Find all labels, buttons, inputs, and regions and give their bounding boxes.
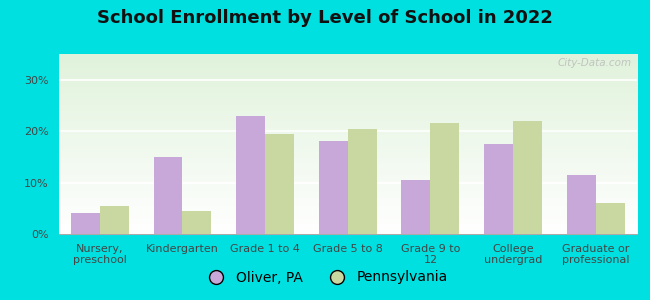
Text: City-Data.com: City-Data.com bbox=[557, 58, 631, 68]
Bar bbox=[265, 134, 294, 234]
Bar bbox=[183, 211, 211, 234]
Bar bbox=[513, 121, 542, 234]
Bar bbox=[430, 123, 460, 234]
Bar bbox=[484, 144, 513, 234]
Text: School Enrollment by Level of School in 2022: School Enrollment by Level of School in … bbox=[97, 9, 553, 27]
Legend: Oliver, PA, Pennsylvania: Oliver, PA, Pennsylvania bbox=[197, 265, 453, 290]
Bar bbox=[153, 157, 183, 234]
Bar bbox=[100, 206, 129, 234]
Bar bbox=[402, 180, 430, 234]
Bar bbox=[71, 213, 100, 234]
Bar bbox=[236, 116, 265, 234]
Bar bbox=[318, 141, 348, 234]
Bar bbox=[348, 129, 377, 234]
Bar bbox=[595, 203, 625, 234]
Bar bbox=[567, 175, 595, 234]
